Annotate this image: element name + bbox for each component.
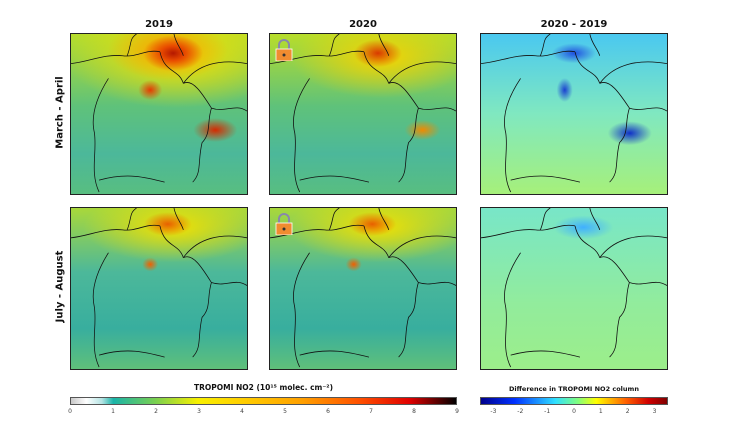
colorbar-tick: 3 <box>652 408 657 415</box>
padlock-icon <box>275 213 293 235</box>
row-label-july-august: July - August <box>54 250 66 323</box>
country-borders <box>71 34 247 193</box>
map-2020-july-august <box>269 207 457 370</box>
map-difference-march-april <box>480 33 668 195</box>
padlock-icon <box>275 39 293 61</box>
colorbar-tick: 6 <box>326 408 330 415</box>
map-2019-march-april <box>70 33 248 195</box>
colorbar-difference <box>480 397 668 405</box>
colorbar-tick: 1 <box>598 408 603 415</box>
colorbar-difference-label: Difference in TROPOMI NO2 column <box>509 385 639 393</box>
colorbar-tick: 1 <box>111 408 115 415</box>
map-difference-july-august <box>480 207 668 370</box>
colorbar-tick: 7 <box>369 408 373 415</box>
country-borders <box>270 34 456 193</box>
map-2019-july-august <box>70 207 248 370</box>
country-borders <box>270 208 456 368</box>
colorbar-tick: 0 <box>68 408 72 415</box>
column-title-difference: 2020 - 2019 <box>540 19 608 30</box>
column-title-2020: 2020 <box>349 19 377 30</box>
colorbar-tick: 0 <box>572 408 576 415</box>
country-borders <box>71 208 247 368</box>
colorbar-tick: 2 <box>154 408 158 415</box>
colorbar-tick: 9 <box>455 408 459 415</box>
colorbar-tick: 8 <box>412 408 416 415</box>
country-borders <box>481 34 667 193</box>
colorbar-tick: 2 <box>625 408 630 415</box>
row-label-march-april: March - April <box>54 76 66 149</box>
colorbar-no2 <box>70 397 457 405</box>
colorbar-tick: 3 <box>197 408 201 415</box>
colorbar-tick: -1 <box>544 408 551 415</box>
colorbar-no2-label: TROPOMI NO2 (10¹⁵ molec. cm⁻²) <box>194 383 333 392</box>
column-title-2019: 2019 <box>145 19 173 30</box>
colorbar-tick: 5 <box>283 408 287 415</box>
colorbar-tick: 4 <box>240 408 244 415</box>
map-2020-march-april <box>269 33 457 195</box>
colorbar-tick: -2 <box>517 408 524 415</box>
country-borders <box>481 208 667 368</box>
colorbar-tick: -3 <box>490 408 497 415</box>
